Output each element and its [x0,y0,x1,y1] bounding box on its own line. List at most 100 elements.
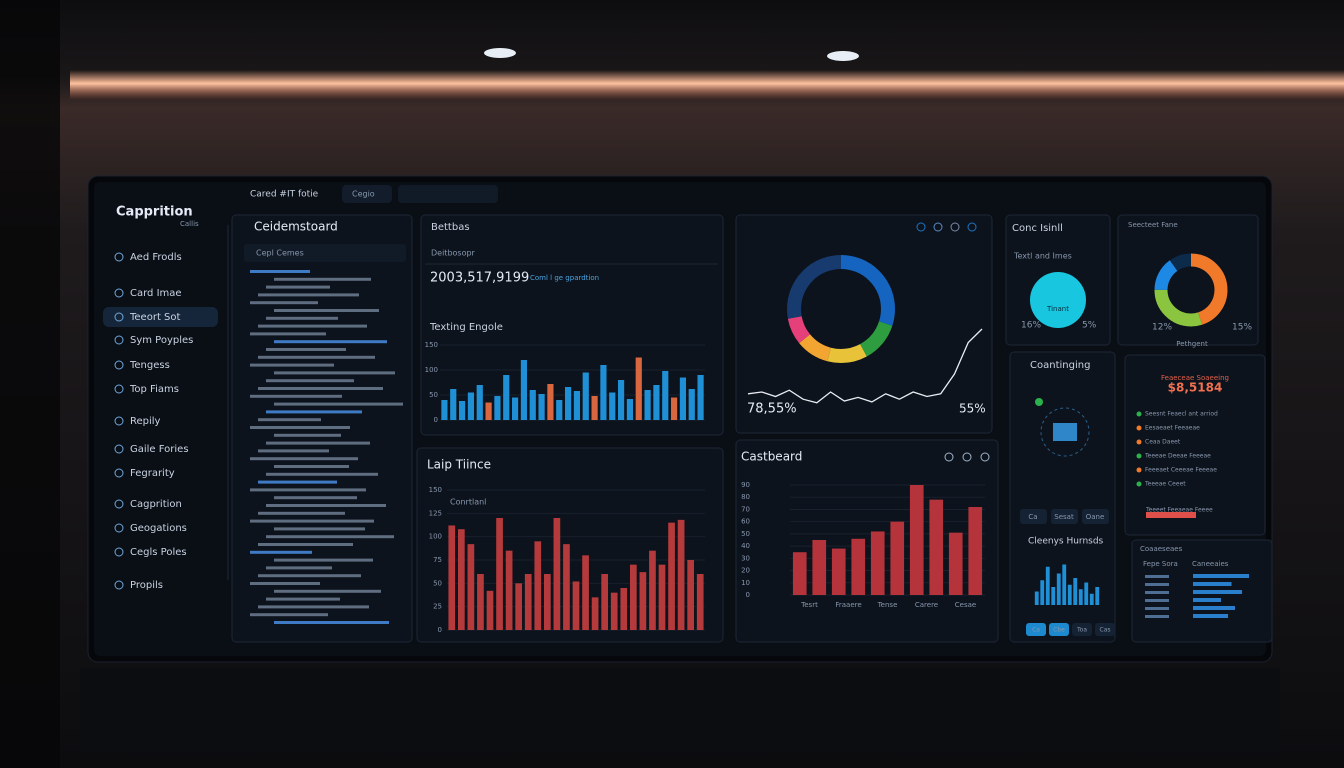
menu-icon [114,547,124,557]
bar [486,590,494,630]
tree-row [250,363,334,367]
toolbar-icon[interactable] [933,222,943,232]
tree-row [266,410,362,414]
menu-item[interactable]: Cegls Poles [130,547,187,558]
bar [441,400,448,420]
tab[interactable] [1095,623,1115,636]
menu-item[interactable]: Gaile Fories [130,444,189,455]
bar [1056,573,1061,605]
bar [948,532,963,595]
ring-label: Tinant [1046,305,1069,313]
tree-row [274,558,373,562]
tree-row [274,371,395,375]
y-tick-label: 100 [429,533,442,541]
panel-title: Feaeceae Soaeeing [1161,374,1229,382]
menu-item[interactable]: Card Imae [130,288,182,299]
y-tick-label: 70 [741,505,750,513]
tree-row [274,340,387,344]
logo: Capprition [116,205,193,220]
tree-row [266,441,370,445]
tree-row [266,566,332,570]
dropdown[interactable] [244,244,406,262]
menu-item[interactable]: Teeort Sot [129,312,181,323]
bar [696,574,704,630]
trend-line [747,328,983,404]
status-dot [1136,425,1142,431]
menu-item[interactable]: Sym Poyples [130,335,193,346]
menu-item[interactable]: Aed Frodls [130,252,182,263]
menu-item[interactable]: Repily [130,416,161,427]
legend-label: Conrtlanl [450,498,486,507]
filter-dropdown[interactable] [342,185,392,203]
toolbar-icon[interactable] [950,222,960,232]
bar [812,540,827,595]
bar [831,548,846,595]
tree-row [258,449,329,453]
toolbar-icon[interactable] [980,452,990,462]
button[interactable] [1020,509,1047,524]
panel-subtitle: Deitbosopr [431,249,476,258]
tree-row [274,433,341,437]
tree-row [274,496,357,500]
y-tick-label: 75 [433,556,442,564]
bar [591,597,599,630]
tree-row [250,582,320,585]
toolbar-icon[interactable] [962,452,972,462]
menu-item[interactable]: Cagprition [130,499,182,510]
bar [617,380,625,420]
button[interactable] [1051,509,1078,524]
tree-row [250,613,328,617]
menu-item[interactable]: Top Fiams [129,384,179,395]
tree-row [266,472,378,476]
bar [639,572,647,630]
logo-subtitle: Callis [180,220,199,228]
tree-row [258,543,353,546]
bar [600,365,607,420]
chart-title: Cleenys Hurnsds [1028,537,1104,547]
bar [1034,591,1039,605]
row-label [1145,607,1169,610]
button-label: Sesat [1054,513,1074,521]
list-item: Teeeae Deeae Feeeae [1144,453,1211,460]
tree-row [258,574,361,578]
tab[interactable] [1049,623,1069,636]
menu-icon [114,499,124,509]
bar [476,385,483,420]
menu-item[interactable]: Geogations [130,523,187,534]
total-note: Coml l ge gpardtion [530,274,599,282]
bar [1045,566,1050,605]
tab[interactable] [1072,623,1092,636]
light-strip [70,70,1344,100]
chart-title: Texting Engole [429,322,503,333]
toolbar-icon[interactable] [967,222,977,232]
toolbar-icon[interactable] [944,452,954,462]
tree-row [266,504,386,507]
menu-item[interactable]: Propils [130,580,163,591]
donut-segment [787,255,895,363]
tab[interactable] [1026,623,1046,636]
bar [668,522,675,630]
menu-icon [114,444,124,454]
y-tick-label: 150 [429,486,442,494]
row-label [1145,615,1169,618]
tree-row [250,426,350,429]
toolbar-icon[interactable] [916,222,926,232]
bar [538,394,545,420]
tree-row [266,379,354,383]
bar [653,385,660,420]
menu-item[interactable]: Fegrarity [130,468,175,479]
tree-row [258,355,375,359]
panel [1009,351,1116,643]
tree-row [274,309,379,312]
y-tick-label: 30 [741,554,750,562]
menu-item[interactable]: Tengess [129,360,170,371]
row-label [1145,591,1169,594]
bar [457,529,465,630]
panel-title: Castbeard [741,450,802,464]
search-field[interactable] [398,185,498,203]
tree-row [266,597,340,601]
left-wall [0,0,60,768]
bar [1062,564,1067,605]
button[interactable] [1082,509,1109,524]
